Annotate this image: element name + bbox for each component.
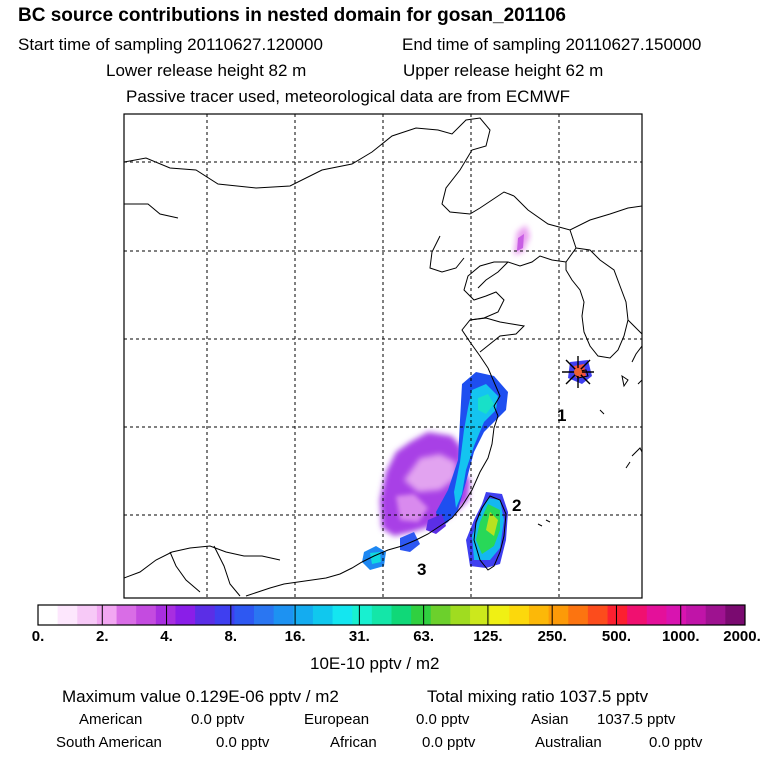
asian-value: 1037.5 pptv — [597, 711, 676, 728]
colorbar-tick-label: 1000. — [661, 628, 700, 645]
map-grid — [124, 114, 642, 598]
colorbar-tick-label: 125. — [473, 628, 503, 645]
american-label: American — [79, 711, 143, 728]
colorbar-swatch — [666, 605, 687, 625]
colorbar-swatch — [371, 605, 392, 625]
tracer-note: Passive tracer used, meteorological data… — [126, 87, 571, 106]
colorbar-swatch — [686, 605, 707, 625]
colorbar-swatch — [705, 605, 726, 625]
european-value: 0.0 pptv — [416, 711, 470, 728]
plume-inland-light — [404, 454, 456, 492]
colorbar-swatch — [587, 605, 608, 625]
colorbar-swatch — [627, 605, 648, 625]
african-value: 0.0 pptv — [422, 734, 476, 751]
end-time-label: End time of sampling 20110627.150000 — [402, 35, 702, 54]
coastlines — [124, 117, 642, 597]
colorbar-tick-label: 2000. — [723, 628, 761, 645]
colorbar-swatch — [96, 605, 117, 625]
colorbar-swatch — [175, 605, 196, 625]
region-label-3: 3 — [417, 560, 427, 579]
plume-coast-blob2 — [426, 514, 446, 534]
colorbar-swatch — [195, 605, 216, 625]
colorbar-unit: 10E-10 pptv / m2 — [310, 654, 440, 673]
colorbar-swatch — [411, 605, 432, 625]
plume-source3-core — [370, 552, 381, 564]
colorbar-swatch — [450, 605, 471, 625]
colorbar-tick-label: 8. — [224, 628, 238, 645]
colorbar-swatch — [57, 605, 78, 625]
upper-height-label: Upper release height 62 m — [403, 61, 604, 80]
colorbar-swatch — [568, 605, 589, 625]
receptor-star-icon — [562, 356, 594, 388]
start-time-label: Start time of sampling 20110627.120000 — [18, 35, 323, 54]
plume-source2-peak — [486, 512, 498, 536]
colorbar-swatch — [352, 605, 373, 625]
colorbar-swatch — [607, 605, 628, 625]
map-frame — [123, 113, 643, 599]
region-label-2: 2 — [512, 496, 522, 515]
colorbar-swatch — [430, 605, 451, 625]
colorbar-swatch — [116, 605, 137, 625]
colorbar-swatch — [155, 605, 176, 625]
colorbar-swatch — [528, 605, 550, 625]
colorbar-tick-label: 500. — [601, 628, 632, 645]
australian-value: 0.0 pptv — [649, 734, 703, 751]
asian-label: Asian — [531, 711, 569, 728]
colorbar-tick-label: 2. — [96, 628, 109, 645]
colorbar-swatch — [548, 605, 569, 625]
colorbar-tick-label: 0. — [31, 628, 45, 645]
region-label-1: 1 — [557, 406, 567, 425]
colorbar-swatch — [293, 605, 314, 625]
colorbar — [37, 604, 746, 626]
colorbar-swatch — [470, 605, 491, 625]
colorbar-swatch — [509, 605, 530, 625]
colorbar-swatch — [77, 605, 98, 625]
colorbar-swatch — [254, 605, 275, 625]
colorbar-swatch — [332, 605, 353, 625]
maximum-value: Maximum value 0.129E-06 pptv / m2 — [62, 687, 339, 706]
colorbar-swatch — [234, 605, 255, 625]
plume-northeast-core — [517, 234, 524, 251]
total-mixing-ratio: Total mixing ratio 1037.5 pptv — [427, 687, 649, 706]
european-label: European — [304, 711, 370, 728]
colorbar-tick-label: 16. — [284, 628, 306, 645]
australian-label: Australian — [535, 734, 602, 751]
african-label: African — [330, 734, 377, 751]
south-american-label: South American — [56, 734, 162, 751]
colorbar-tick-label: 250. — [537, 628, 567, 645]
colorbar-tick-label: 4. — [160, 628, 173, 645]
south-american-value: 0.0 pptv — [216, 734, 270, 751]
colorbar-frame — [37, 604, 746, 626]
lower-height-label: Lower release height 82 m — [106, 61, 307, 80]
colorbar-swatch — [391, 605, 412, 625]
colorbar-swatch — [312, 605, 333, 625]
plume-source1-peak — [478, 394, 494, 414]
colorbar-tick-label: 31. — [348, 628, 370, 645]
colorbar-swatch — [725, 605, 746, 625]
plume-layer — [362, 225, 592, 570]
colorbar-swatch — [646, 605, 667, 625]
colorbar-swatch — [489, 605, 510, 625]
page-title: BC source contributions in nested domain… — [18, 5, 566, 26]
colorbar-tick-label: 63. — [413, 628, 435, 645]
colorbar-swatch — [136, 605, 157, 625]
american-value: 0.0 pptv — [191, 711, 245, 728]
colorbar-swatch — [214, 605, 235, 625]
colorbar-swatch — [273, 605, 294, 625]
plume-coast-blob — [400, 532, 420, 552]
plume-source1-core — [454, 384, 498, 508]
colorbar-swatch — [38, 605, 59, 625]
